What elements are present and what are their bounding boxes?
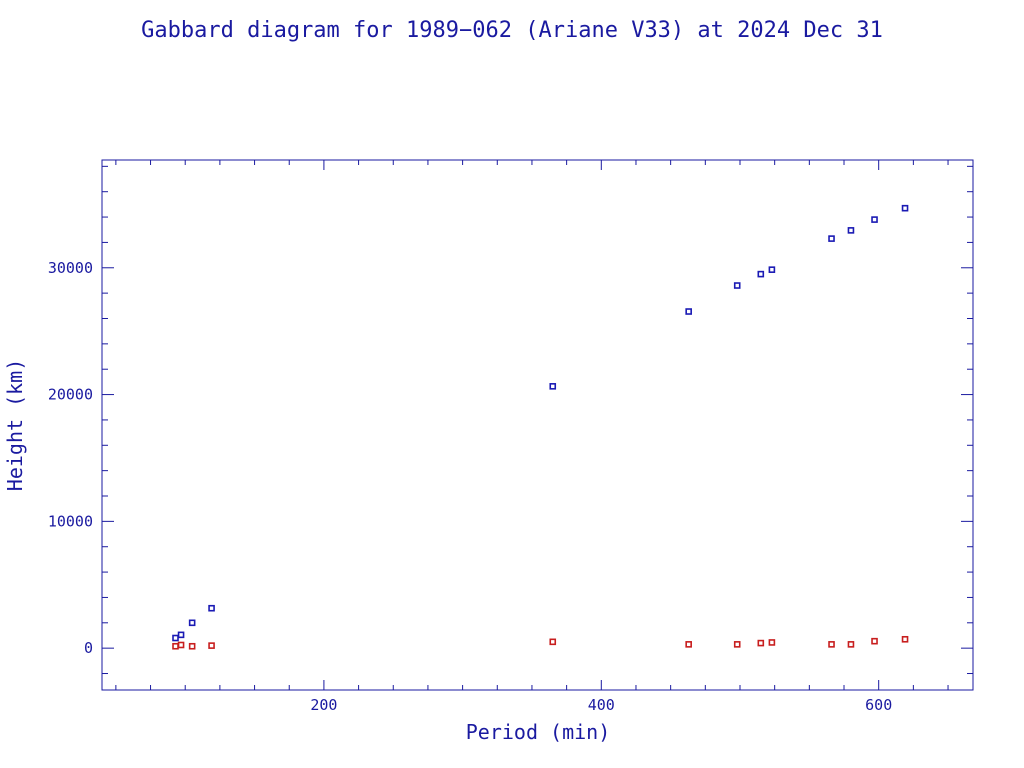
perigee-point xyxy=(901,635,909,643)
apogee-point xyxy=(768,266,776,273)
apogee-point xyxy=(177,631,185,639)
y-tick-label: 0 xyxy=(84,639,93,657)
perigee-point xyxy=(871,637,878,645)
x-tick-label: 400 xyxy=(588,696,615,714)
y-tick-label: 10000 xyxy=(48,512,93,530)
perigee-point xyxy=(208,642,215,649)
perigee-point xyxy=(768,639,776,646)
chart-title: Gabbard diagram for 1989−062 (Ariane V33… xyxy=(141,18,883,43)
perigee-point xyxy=(733,641,741,648)
y-axis-label: Height (km) xyxy=(3,359,27,491)
perigee-point xyxy=(172,642,179,650)
apogee-point xyxy=(847,227,855,234)
data-points xyxy=(172,204,909,650)
apogee-point xyxy=(188,619,196,627)
apogee-point xyxy=(757,270,765,278)
plot-axes: 200 400 600 0 10000 20000 30000 xyxy=(48,159,974,714)
perigee-point xyxy=(847,641,855,648)
apogee-point xyxy=(871,216,878,223)
apogee-point xyxy=(208,604,215,612)
x-axis-label: Period (min) xyxy=(466,720,611,744)
y-tick-label: 20000 xyxy=(48,386,93,404)
x-tick-label: 600 xyxy=(865,696,892,714)
plot-frame xyxy=(101,159,974,691)
x-tick-label: 200 xyxy=(310,696,337,714)
y-tick-label: 30000 xyxy=(48,259,93,277)
perigee-point xyxy=(188,642,196,650)
apogee-point xyxy=(901,204,909,212)
apogee-point xyxy=(733,282,741,289)
perigee-point xyxy=(685,641,692,648)
perigee-point xyxy=(177,641,185,649)
perigee-point xyxy=(828,641,835,648)
apogee-point xyxy=(172,634,179,642)
apogee-point xyxy=(685,308,692,315)
perigee-point xyxy=(549,638,557,646)
apogee-point xyxy=(828,235,835,242)
perigee-point xyxy=(757,639,765,647)
apogee-point xyxy=(549,383,557,390)
